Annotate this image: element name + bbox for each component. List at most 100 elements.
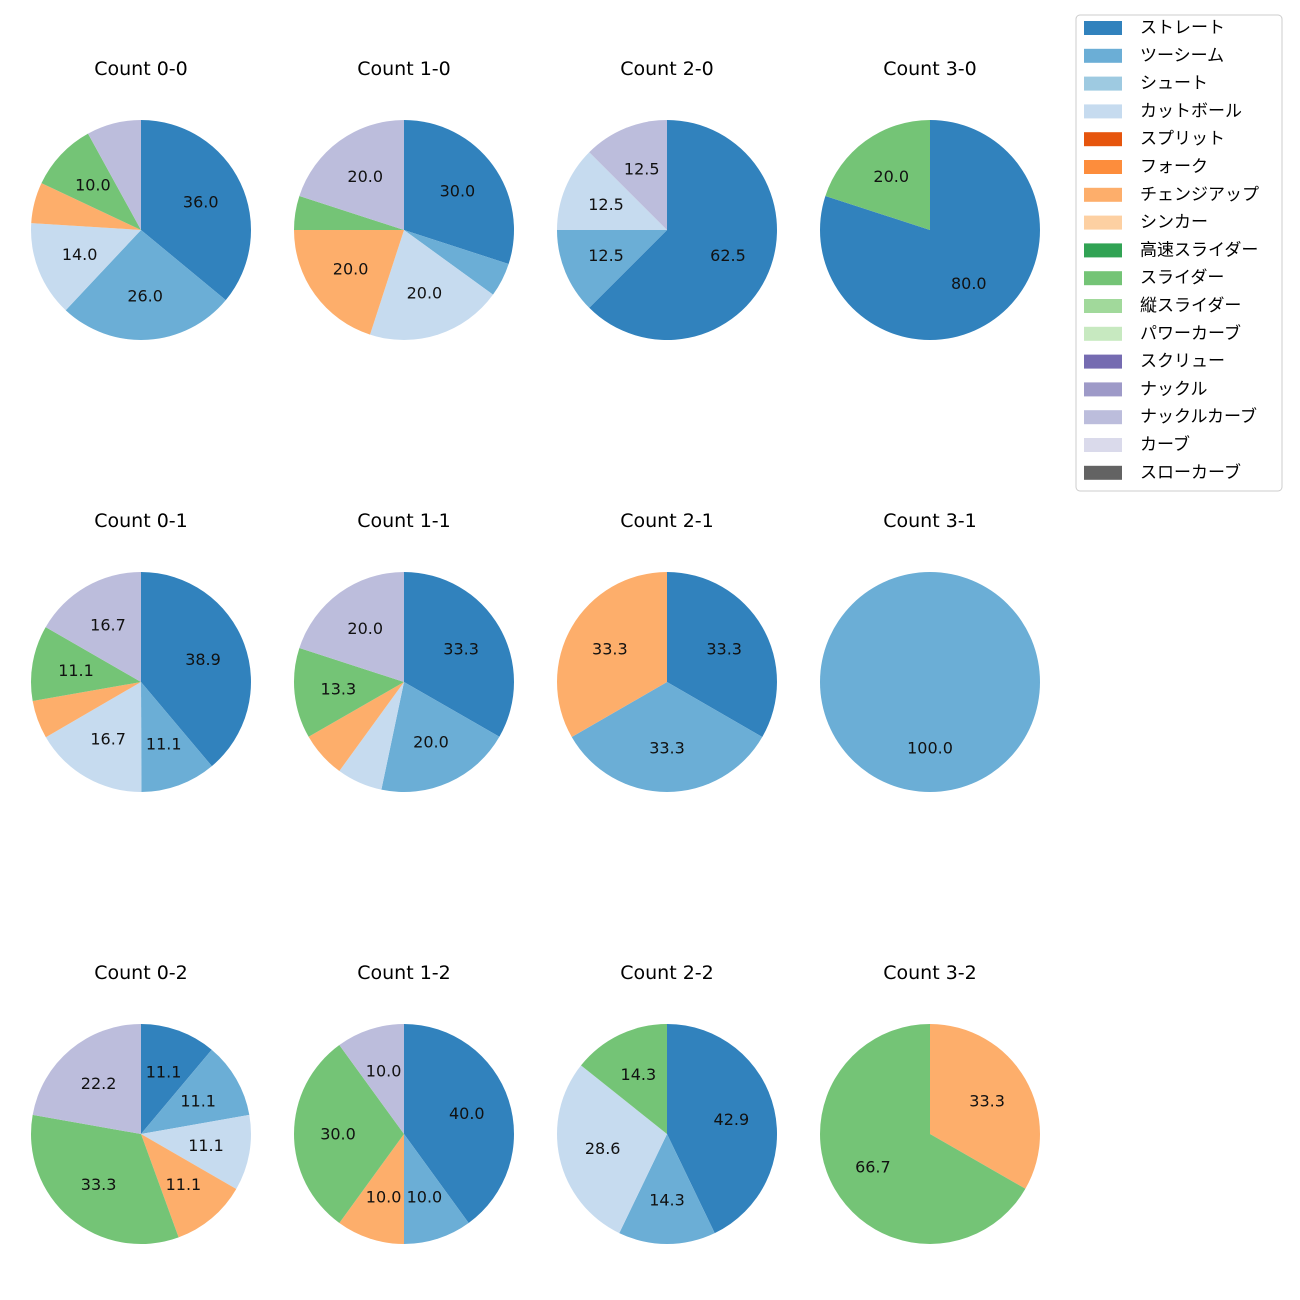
pie-title: Count 0-0 <box>94 58 188 80</box>
pie-slice <box>293 1045 404 1223</box>
slice-label: 28.6 <box>585 1139 621 1158</box>
legend-label: カーブ <box>1140 434 1190 455</box>
legend-label: シンカー <box>1140 213 1208 233</box>
slice-label: 20.0 <box>347 619 383 638</box>
legend-item: スライダー <box>1084 268 1224 288</box>
slice-label: 10.0 <box>366 1062 402 1081</box>
slice-label: 40.0 <box>449 1104 485 1123</box>
pie-slice <box>404 1024 515 1223</box>
pie-slice <box>930 1024 1041 1189</box>
legend-item: スローカーブ <box>1084 462 1241 483</box>
pie-slice <box>557 152 667 230</box>
pie-slice <box>370 230 493 341</box>
legend-label: カットボール <box>1140 101 1242 121</box>
legend-label: スローカーブ <box>1140 462 1241 483</box>
pie-title: Count 3-0 <box>883 58 977 80</box>
legend-item: チェンジアップ <box>1084 185 1259 205</box>
legend-swatch <box>1084 243 1122 258</box>
pie-slice <box>581 1024 667 1134</box>
slice-label: 33.3 <box>592 640 628 659</box>
pie-slice <box>294 230 404 335</box>
pie-title: Count 0-2 <box>94 962 188 984</box>
pie-slice <box>667 1024 778 1234</box>
pie-title: Count 2-2 <box>620 962 714 984</box>
legend-label: 縦スライダー <box>1140 296 1241 316</box>
legend-label: パワーカーブ <box>1140 323 1241 344</box>
pie-title: Count 3-1 <box>883 510 977 532</box>
slice-label: 33.3 <box>649 739 685 758</box>
pie-slice <box>293 648 404 737</box>
legend-swatch <box>1084 48 1122 63</box>
legend-swatch <box>1084 299 1122 313</box>
legend-item: ストレート <box>1084 18 1225 38</box>
pie-count-3-0: Count 3-0 80.0 20.0 <box>819 58 1040 340</box>
slice-label: 33.3 <box>706 640 742 659</box>
pie-slice <box>589 120 778 341</box>
slice-label: 10.0 <box>407 1187 443 1206</box>
slice-label: 16.7 <box>90 615 126 634</box>
slice-label: 30.0 <box>440 182 476 201</box>
legend-label: チェンジアップ <box>1140 185 1259 205</box>
legend-frame <box>1075 14 1283 492</box>
legend-label: ツーシーム <box>1140 46 1224 66</box>
legend-swatch <box>1084 410 1122 425</box>
pie-slice <box>32 682 141 738</box>
pie-slice <box>88 120 141 230</box>
legend-item: 高速スライダー <box>1084 240 1258 260</box>
pie-title: Count 1-2 <box>357 962 451 984</box>
legend-label: 高速スライダー <box>1140 240 1258 260</box>
pie-slice <box>299 572 404 682</box>
legend-swatch <box>1084 160 1122 174</box>
legend-swatch <box>1084 326 1122 341</box>
legend-item: 縦スライダー <box>1084 296 1241 316</box>
slice-label: 12.5 <box>624 160 660 179</box>
pie-count-1-1: Count 1-1 33.3 20.0 13.3 20.0 <box>293 510 515 792</box>
pie-title: Count 3-2 <box>883 962 977 984</box>
slice-label: 11.1 <box>166 1175 202 1194</box>
slice-label: 10.0 <box>366 1187 402 1206</box>
pie-slice <box>339 1023 404 1134</box>
pie-slice <box>667 572 777 737</box>
legend-item: カーブ <box>1084 434 1190 455</box>
pie-slice <box>31 223 141 311</box>
pie-slice <box>141 1134 237 1238</box>
pie-slice <box>339 1134 404 1244</box>
pie-title: Count 2-0 <box>620 58 714 80</box>
pie-slice <box>404 120 515 264</box>
pie-title: Count 1-1 <box>357 510 451 532</box>
pie-slice <box>557 1065 667 1234</box>
legend-item: スプリット <box>1084 129 1225 149</box>
legend-item: フォーク <box>1084 157 1208 177</box>
pie-slice <box>30 627 141 702</box>
pie-slice <box>404 1134 469 1244</box>
slice-label: 62.5 <box>710 246 746 265</box>
pie-count-1-2: Count 1-2 40.0 10.0 10.0 30.0 10.0 <box>293 962 515 1244</box>
legend-label: ストレート <box>1140 18 1225 38</box>
legend-swatch <box>1084 21 1122 35</box>
legend-swatch <box>1084 104 1122 119</box>
legend-label: スライダー <box>1140 268 1224 288</box>
pie-count-0-1: Count 0-1 38.9 11.1 16.7 11.1 16.7 <box>30 510 251 793</box>
slice-label: 11.1 <box>146 734 182 753</box>
slice-label: 20.0 <box>413 733 449 752</box>
legend-label: スクリュー <box>1140 352 1225 372</box>
slice-label: 22.2 <box>81 1074 117 1093</box>
pie-slice <box>141 1049 250 1134</box>
legend-label: ナックルカーブ <box>1140 406 1257 427</box>
pie-slice <box>820 1024 1026 1244</box>
legend-swatch <box>1084 382 1122 397</box>
slice-label: 12.5 <box>588 195 624 214</box>
pie-slice <box>381 682 500 792</box>
legend-item: シュート <box>1084 74 1208 94</box>
legend-label: シュート <box>1140 74 1208 94</box>
slice-label: 20.0 <box>407 283 443 302</box>
pie-count-1-0: Count 1-0 30.0 20.0 20.0 20.0 <box>294 58 515 341</box>
slice-label: 20.0 <box>873 167 909 186</box>
legend-swatch <box>1084 354 1122 369</box>
slice-label: 20.0 <box>333 259 369 278</box>
slice-label: 33.3 <box>81 1175 117 1194</box>
pie-slice <box>308 682 404 771</box>
slice-label: 66.7 <box>855 1158 891 1177</box>
pie-count-2-2: Count 2-2 42.9 14.3 28.6 14.3 <box>557 962 778 1245</box>
pie-count-2-0: Count 2-062.512.512.512.5 <box>557 58 778 341</box>
